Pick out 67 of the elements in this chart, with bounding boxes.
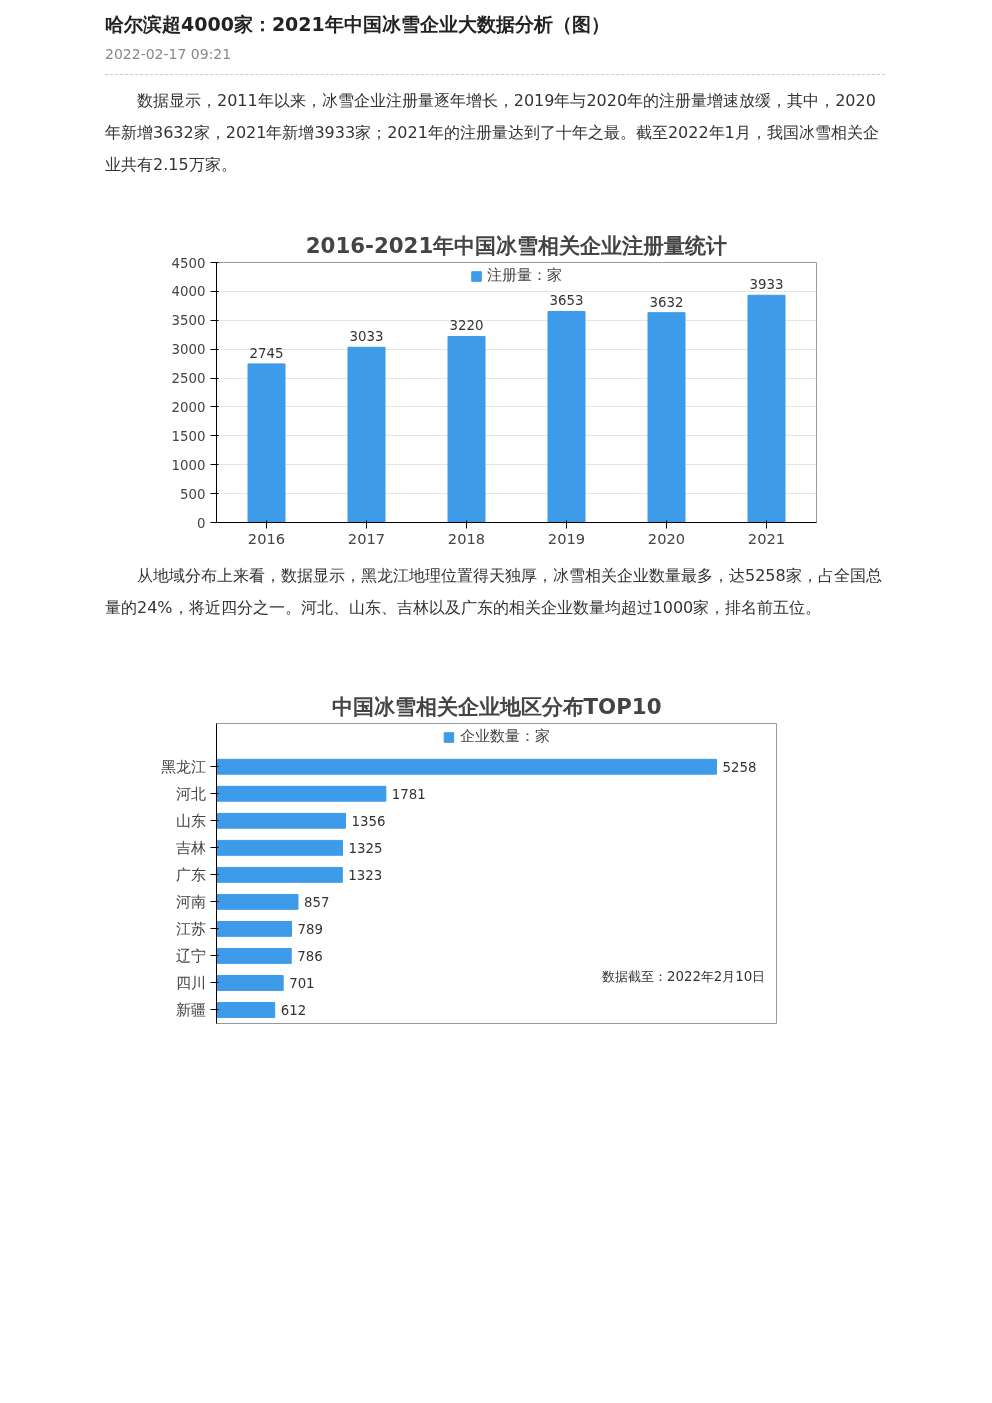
data-label: 1323 <box>348 867 383 883</box>
text: 哈尔滨超4000家：2021年中国冰雪企业大数据分析（图） <box>105 12 611 37</box>
data-label: 1781 <box>391 786 426 802</box>
y-tick-label: 河北 <box>175 785 206 803</box>
y-tick-label: 新疆 <box>175 1001 206 1019</box>
y-tick-label: 4500 <box>171 255 206 271</box>
bar <box>247 363 286 523</box>
bar <box>216 812 346 829</box>
data-label: 3632 <box>649 294 684 310</box>
data-label: 789 <box>297 921 323 937</box>
y-tick-label: 4000 <box>171 284 206 300</box>
y-tick-label: 1500 <box>171 428 206 444</box>
chart-title: 2016-2021年中国冰雪相关企业注册量统计 <box>305 232 728 258</box>
annotation: 数据截至：2022年2月10日 <box>601 968 766 984</box>
bar <box>447 335 486 523</box>
data-label: 3033 <box>349 329 384 345</box>
text: 从地域分布上来看，数据显示，黑龙江地理位置得天独厚，冰雪相关企业数量最多，达5258家，占全国总量的24%，将近四分之一。河北、山东、吉林以及广东的相关企业数量均超过1000家，排名前五位。 <box>105 565 883 619</box>
bar <box>747 294 786 523</box>
x-tick-label: 2021 <box>747 529 786 547</box>
x-tick-label: 2018 <box>447 529 486 547</box>
data-label: 3220 <box>449 318 484 334</box>
bar <box>216 758 717 775</box>
y-tick-label: 2000 <box>171 399 206 415</box>
data-label: 786 <box>297 948 323 964</box>
chart-title: 中国冰雪相关企业地区分布TOP10 <box>331 693 662 719</box>
x-tick-label: 2020 <box>647 529 686 547</box>
bar <box>216 920 293 937</box>
data-label: 701 <box>289 975 315 991</box>
y-tick-label: 3500 <box>171 313 206 329</box>
x-tick-label: 2017 <box>347 529 386 547</box>
y-tick-label: 1000 <box>171 457 206 473</box>
y-tick-label: 山东 <box>175 812 206 830</box>
bar <box>216 785 387 802</box>
bar <box>216 893 299 910</box>
x-tick-label: 2019 <box>547 529 586 547</box>
data-label: 612 <box>280 1002 307 1018</box>
text: 数据显示，2011年以来，冰雪企业注册量逐年增长，2019年与2020年的注册量增速放缓，其中，2020年新增3632家，2021年新增3933家；2021年的注册量达到了十年之最。截至2022年1月，我国冰雪相关企业共有2.15万家。 <box>105 90 880 177</box>
y-tick-label: 0 <box>197 515 206 531</box>
bar <box>647 312 686 523</box>
data-label: 3653 <box>549 293 584 309</box>
data-label: 3933 <box>749 277 784 293</box>
bar <box>216 866 343 883</box>
data-label: 857 <box>303 894 330 910</box>
data-label: 1325 <box>348 840 383 856</box>
y-tick-label: 河南 <box>175 893 206 911</box>
y-tick-label: 辽宁 <box>175 947 206 965</box>
y-tick-label: 500 <box>180 486 206 502</box>
x-tick-label: 2016 <box>247 529 286 547</box>
y-tick-label: 黑龙江 <box>160 758 206 776</box>
legend-label: 企业数量：家 <box>459 727 550 746</box>
bar <box>347 346 386 523</box>
data-label: 5258 <box>722 759 757 775</box>
legend-label: 注册量：家 <box>487 266 562 285</box>
bar <box>216 975 284 991</box>
bar <box>216 1002 276 1018</box>
data-label: 2745 <box>249 345 284 361</box>
y-tick-label: 3000 <box>171 342 206 358</box>
bar <box>547 310 586 523</box>
data-label: 1356 <box>351 813 386 829</box>
y-tick-label: 广东 <box>175 866 206 884</box>
text: 2022-02-17 09:21 <box>105 44 885 76</box>
y-tick-label: 2500 <box>171 371 206 387</box>
y-tick-label: 吉林 <box>175 839 206 857</box>
y-tick-label: 江苏 <box>175 920 206 938</box>
bar <box>216 839 343 856</box>
y-tick-label: 四川 <box>175 974 206 992</box>
bar <box>216 948 292 964</box>
